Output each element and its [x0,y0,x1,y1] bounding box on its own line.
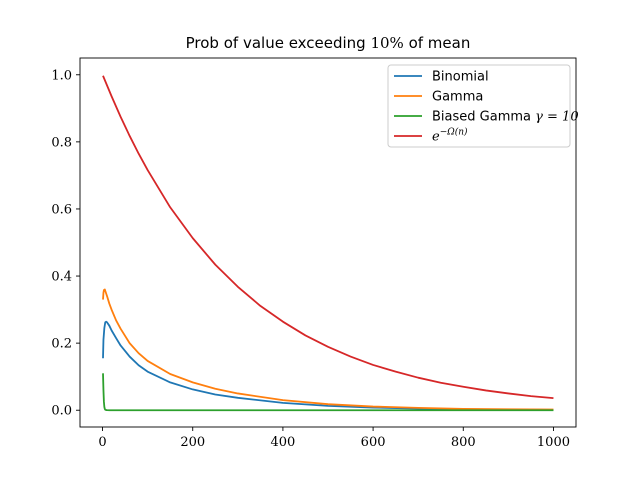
y-tick-label: 0.2 [51,337,72,352]
y-tick-label: 1.0 [51,68,72,83]
chart-title-math: 10% [370,34,403,52]
series-line-2 [102,373,554,412]
series-line-0 [102,320,554,411]
axes-frame [79,57,577,428]
y-tick-label: 0.6 [51,202,72,217]
legend-box [387,64,571,148]
series-line-3 [102,75,554,400]
x-tick-label: 0 [98,435,106,450]
x-tick-label: 1000 [537,435,570,450]
y-tick-label: 0.0 [51,404,72,419]
chart-title-prefix: Prob of value exceeding [186,34,371,52]
legend: Binomial Gamma Biased Gamma γ = 10 e−Ω(n) [387,64,579,148]
x-tick-label: 400 [270,435,295,450]
legend-label-3: e−Ω(n) [432,127,468,145]
axes: 0 200 400 600 800 1000 0.0 0.2 0.4 0.6 0.8 1.0 [51,57,577,450]
y-tick-label: 0.4 [51,270,72,285]
chart-title: Prob of value exceeding 10% of mean [186,34,471,52]
series-line-1 [102,288,554,411]
x-tick-label: 600 [361,435,386,450]
legend-label-2: Biased Gamma γ = 10 [432,110,579,125]
legend-label-0: Binomial [432,70,489,85]
plot-area [102,75,554,412]
chart-title-suffix: of mean [404,34,471,52]
x-tick-label: 200 [180,435,205,450]
legend-label-1: Gamma [432,90,483,105]
x-tick-label: 800 [451,435,476,450]
y-tick-label: 0.8 [51,135,72,150]
